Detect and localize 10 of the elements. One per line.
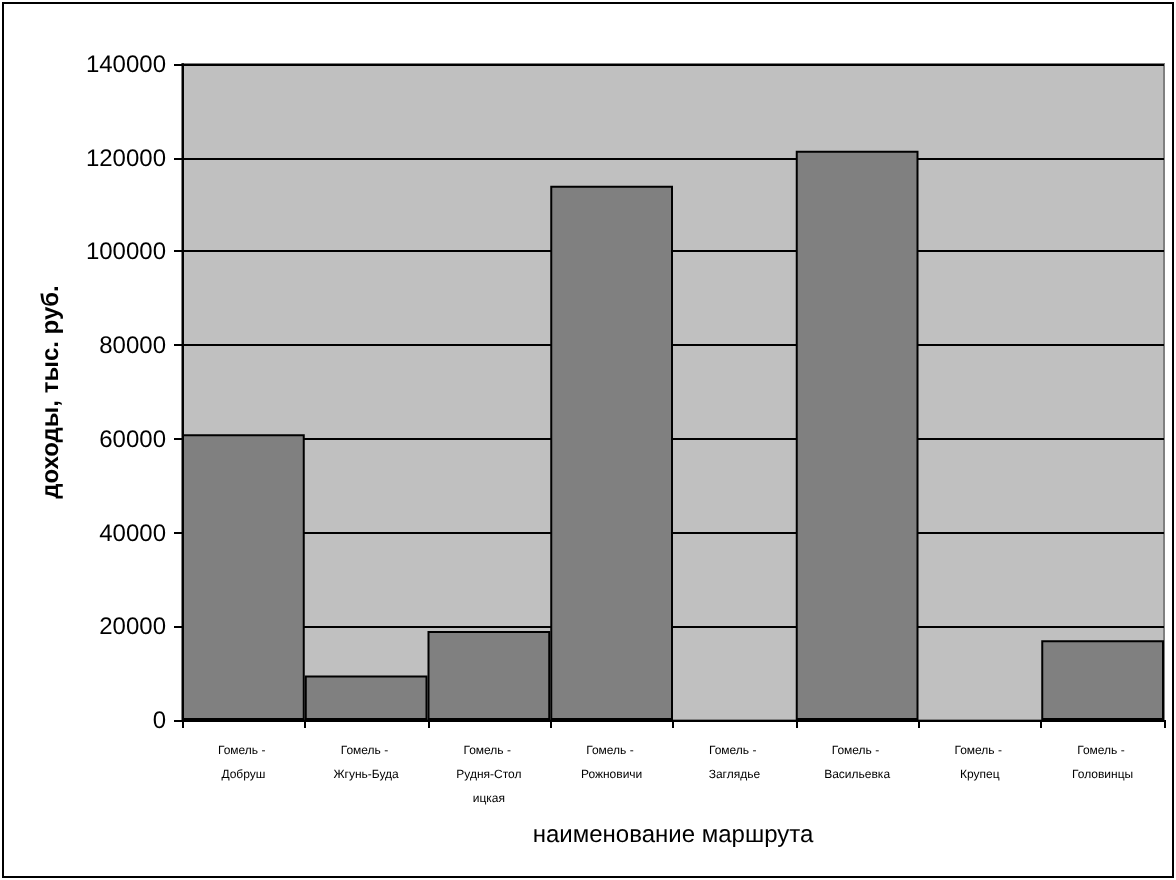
- y-axis-title: доходы, тыс. руб.: [36, 285, 64, 499]
- y-tick-label: 140000: [85, 50, 167, 78]
- y-tick-label: 0: [152, 706, 167, 734]
- y-tick-label: 80000: [99, 331, 167, 360]
- y-tick-label: 120000: [85, 143, 167, 172]
- y-tick-label: 40000: [99, 518, 167, 547]
- y-tick-label: 100000: [85, 237, 167, 266]
- y-tick-label: 60000: [99, 424, 167, 453]
- y-tick-label: 20000: [99, 612, 167, 641]
- x-axis-title: наименование маршрута: [532, 819, 814, 848]
